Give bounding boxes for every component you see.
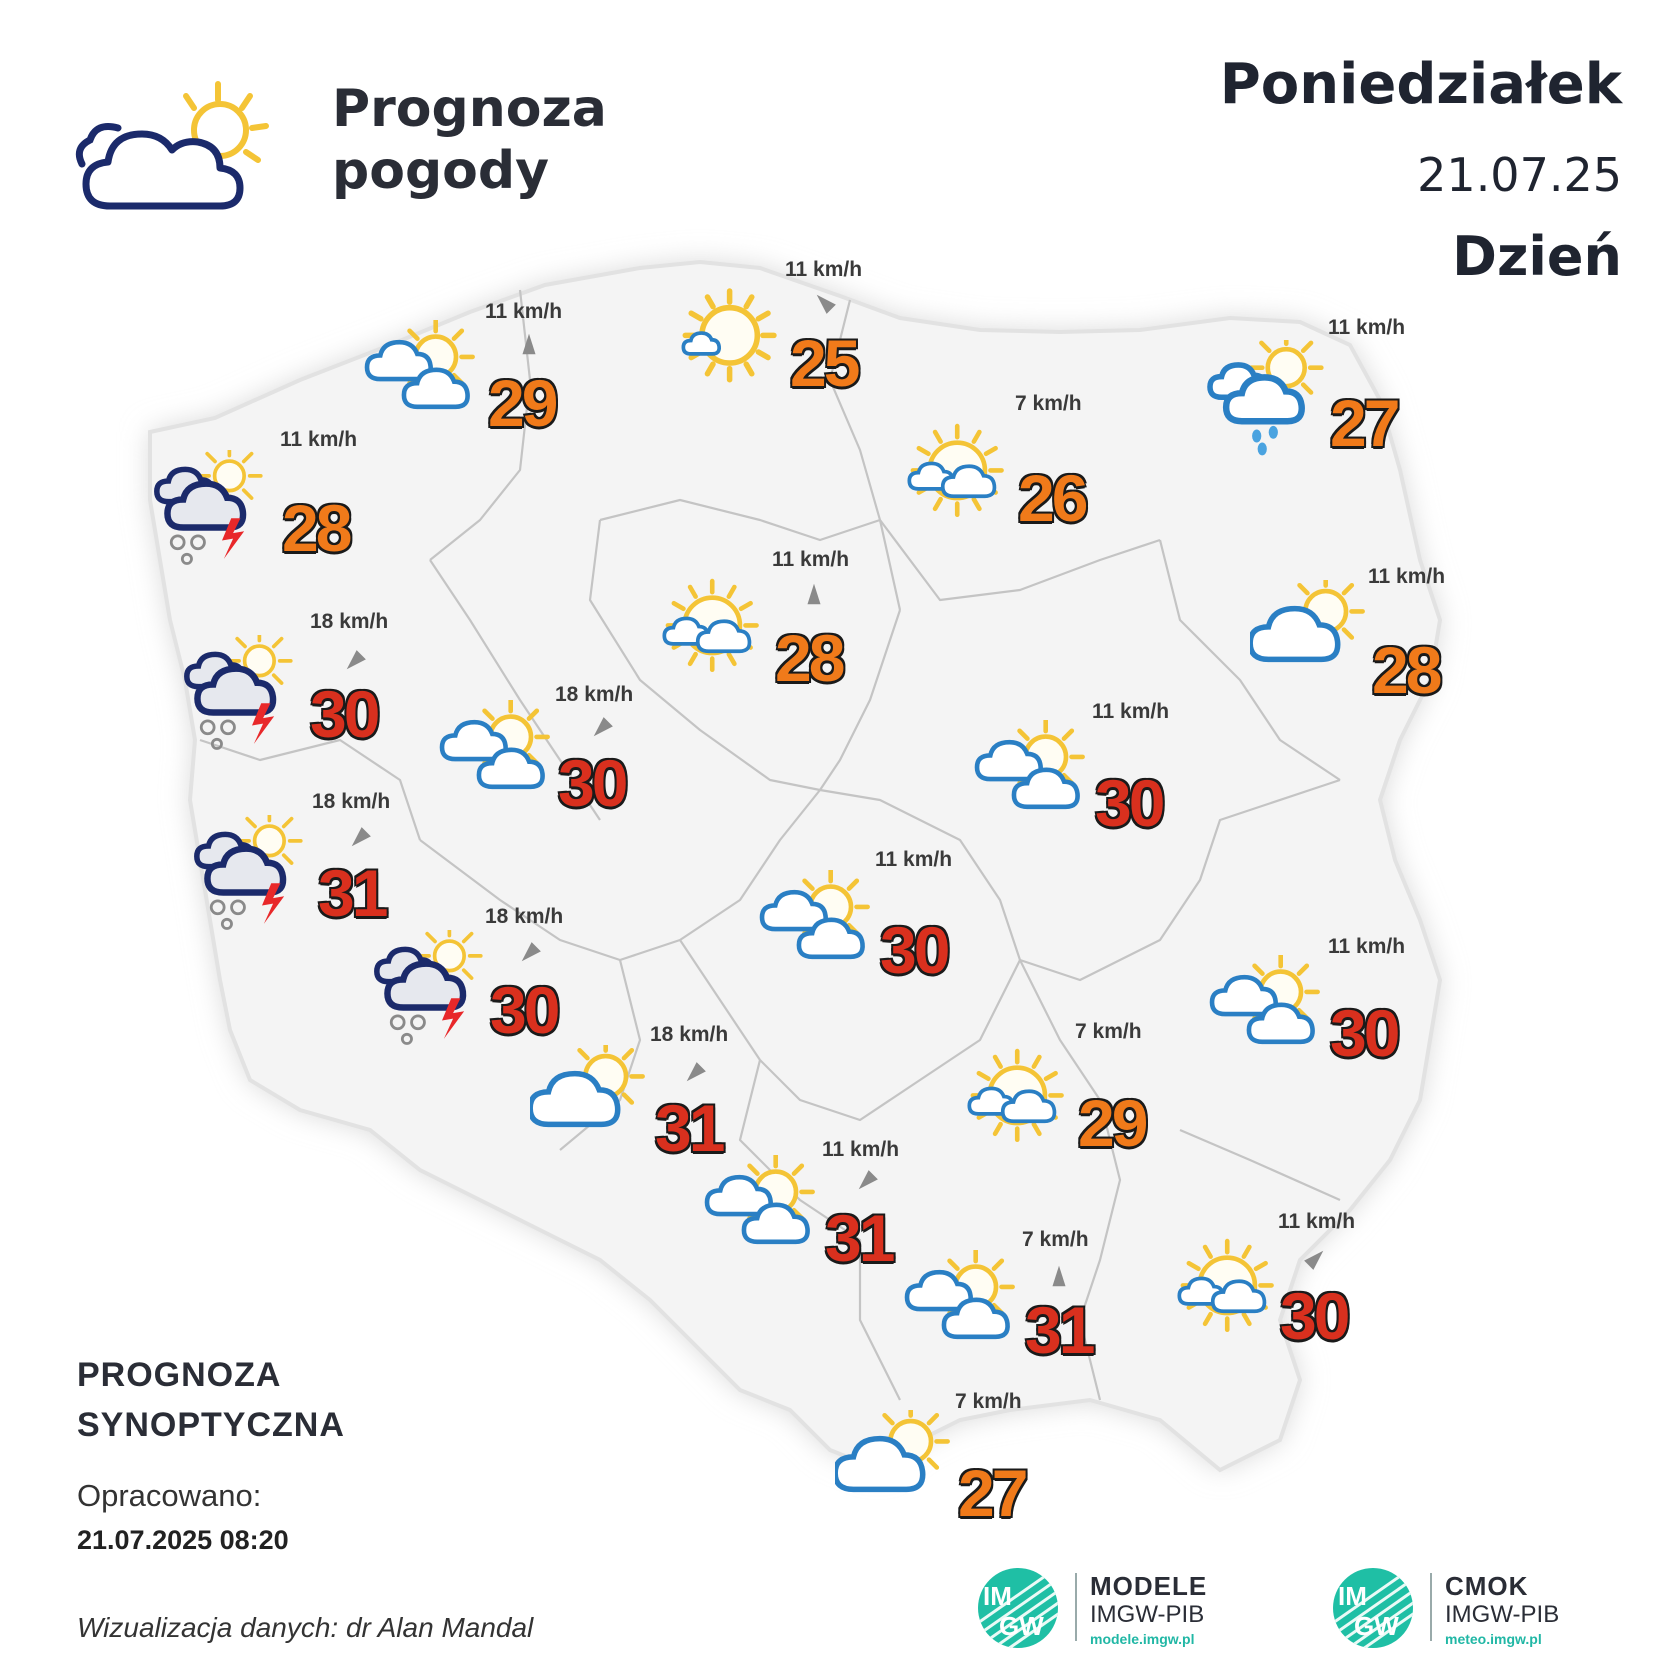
svg-text:GW: GW [1354, 1611, 1399, 1641]
header-cloud-sun-icon [75, 81, 269, 210]
wind-direction-arrow [858, 1170, 878, 1190]
wind-speed-label: 7 km/h [955, 1390, 1022, 1413]
cloud-with-sun-icon [364, 320, 475, 410]
temperature-value: 28 [282, 491, 352, 565]
forecast-type-line2: SYNOPTYCZNA [77, 1406, 345, 1444]
wind-direction-arrow [346, 650, 366, 670]
temperature-value: 29 [1078, 1086, 1148, 1160]
app-title-line2: pogody [332, 141, 550, 201]
temperature-value: 30 [310, 677, 380, 751]
temperature-value: 28 [775, 621, 845, 695]
wind-direction-arrow [686, 1062, 706, 1082]
temperature-value: 30 [1095, 766, 1165, 840]
temperature-value: 29 [488, 366, 558, 440]
temperature-value: 25 [790, 326, 860, 400]
imgw-logo-icon: IM GW [1333, 1568, 1413, 1648]
wind-speed-label: 11 km/h [822, 1138, 900, 1161]
temperature-value: 27 [958, 1456, 1028, 1530]
cloud-rain-with-sun-icon [1207, 340, 1324, 456]
cloud-with-sun-icon [759, 870, 870, 960]
logo-modele-org: IMGW-PIB [1090, 1601, 1205, 1628]
temperature-value: 31 [1025, 1293, 1095, 1367]
wind-speed-label: 11 km/h [485, 300, 563, 323]
wind-speed-label: 11 km/h [1328, 316, 1406, 339]
temperature-value: 26 [1018, 461, 1088, 535]
cloud-with-sun-icon [904, 1250, 1015, 1340]
wind-direction-arrow [351, 827, 371, 847]
wind-speed-label: 18 km/h [555, 683, 634, 706]
temperature-value: 30 [880, 913, 950, 987]
single-cloud-with-sun-icon [1250, 580, 1365, 663]
day-name: Poniedziałek [1219, 52, 1622, 117]
sun-with-clouds-icon [662, 578, 759, 672]
wind-direction-arrow [816, 294, 836, 314]
wind-speed-label: 11 km/h [1328, 935, 1406, 958]
forecast-date: 21.07.25 [1417, 148, 1622, 202]
wind-speed-label: 7 km/h [1075, 1020, 1142, 1043]
temperature-value: 31 [825, 1201, 895, 1275]
cloud-with-sun-icon [974, 720, 1085, 810]
storm-cloud-hail-lightning-icon [374, 930, 483, 1045]
wind-direction-arrow [522, 333, 536, 355]
wind-speed-label: 18 km/h [312, 790, 391, 813]
svg-text:GW: GW [999, 1611, 1044, 1641]
svg-text:IM: IM [1338, 1581, 1367, 1611]
wind-speed-label: 7 km/h [1022, 1228, 1089, 1251]
imgw-logo-icon: IM GW [978, 1568, 1058, 1648]
wind-direction-arrow [1304, 1250, 1324, 1270]
storm-cloud-hail-lightning-icon [184, 635, 293, 750]
credit-text: Wizualizacja danych: dr Alan Mandal [77, 1612, 534, 1643]
cloud-with-sun-icon [704, 1155, 815, 1245]
wind-speed-label: 11 km/h [280, 428, 358, 451]
wind-speed-label: 18 km/h [650, 1023, 729, 1046]
sun-with-small-cloud-icon [681, 288, 777, 383]
temperature-value: 31 [318, 856, 388, 930]
logo-modele-name: MODELE [1090, 1571, 1208, 1601]
prepared-label: Opracowano: [77, 1478, 262, 1513]
svg-text:IM: IM [983, 1581, 1012, 1611]
sun-with-clouds-icon [1177, 1238, 1274, 1332]
sun-with-clouds-icon [907, 423, 1004, 517]
wind-direction-arrow [1052, 1265, 1066, 1287]
logo-cmok-url: meteo.imgw.pl [1445, 1631, 1542, 1647]
temperature-value: 27 [1330, 386, 1400, 460]
wind-speed-label: 11 km/h [785, 258, 863, 281]
single-cloud-with-sun-icon [835, 1410, 950, 1493]
logo-modele[interactable]: IM GW MODELE IMGW-PIB modele.imgw.pl [975, 1565, 1235, 1655]
sun-with-clouds-icon [967, 1048, 1064, 1142]
logo-modele-url: modele.imgw.pl [1090, 1631, 1195, 1647]
temperature-value: 30 [558, 746, 628, 820]
prepared-datetime: 21.07.2025 08:20 [77, 1525, 289, 1555]
wind-direction-arrow [807, 583, 821, 605]
wind-speed-label: 11 km/h [1278, 1210, 1356, 1233]
forecast-type-line1: PROGNOZA [77, 1356, 282, 1394]
temperature-value: 30 [490, 973, 560, 1047]
wind-speed-label: 11 km/h [772, 548, 850, 571]
wind-speed-label: 18 km/h [310, 610, 389, 633]
wind-speed-label: 11 km/h [1092, 700, 1170, 723]
cloud-with-sun-icon [1209, 955, 1320, 1045]
cloud-with-sun-icon [439, 700, 550, 790]
wind-speed-label: 11 km/h [875, 848, 953, 871]
logo-cmok-org: IMGW-PIB [1445, 1601, 1560, 1628]
wind-direction-arrow [593, 717, 613, 737]
storm-cloud-hail-lightning-icon [194, 815, 303, 930]
temperature-value: 30 [1330, 996, 1400, 1070]
single-cloud-with-sun-icon [530, 1045, 645, 1128]
app-title-line1: Prognoza [332, 79, 607, 139]
temperature-value: 28 [1372, 633, 1442, 707]
wind-direction-arrow [521, 942, 541, 962]
logo-cmok-name: CMOK [1445, 1571, 1529, 1601]
storm-cloud-hail-lightning-icon [154, 450, 263, 565]
logo-cmok[interactable]: IM GW CMOK IMGW-PIB meteo.imgw.pl [1330, 1565, 1590, 1655]
temperature-value: 31 [655, 1091, 725, 1165]
temperature-value: 30 [1280, 1279, 1350, 1353]
wind-speed-label: 11 km/h [1368, 565, 1446, 588]
wind-speed-label: 7 km/h [1015, 392, 1082, 415]
forecast-period: Dzień [1452, 225, 1622, 288]
wind-speed-label: 18 km/h [485, 905, 564, 928]
